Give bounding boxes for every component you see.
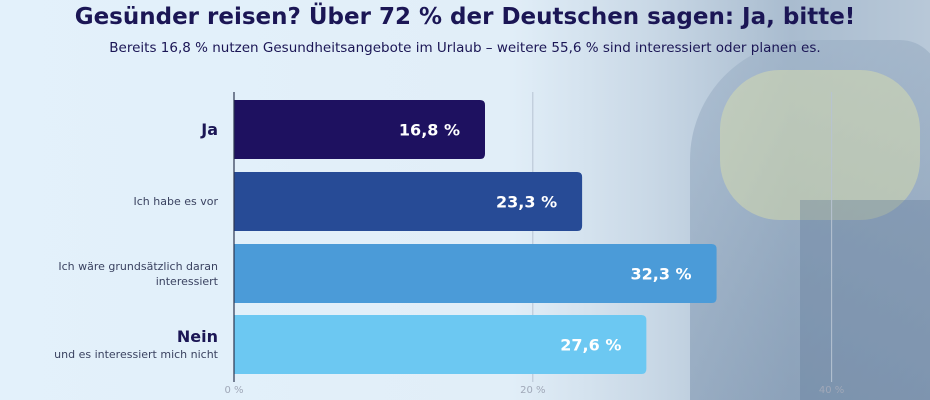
bar (234, 315, 647, 374)
category-sub: und es interessiert mich nicht (54, 348, 218, 361)
bar (234, 172, 583, 231)
category-label: Ich wäre grundsätzlich daran interessier… (48, 259, 218, 289)
chart-title: Gesünder reisen? Über 72 % der Deutschen… (74, 4, 856, 30)
value-label: 23,3 % (496, 193, 557, 212)
background-photo-shadow (800, 200, 930, 400)
bar (234, 100, 485, 159)
tick-label: 0 % (224, 385, 243, 396)
value-label: 16,8 % (399, 121, 460, 140)
category-main: Nein (176, 327, 218, 346)
tick-label: 40 % (819, 385, 844, 396)
background-photo-jacket (720, 70, 920, 220)
category-main: Ja (201, 119, 218, 139)
category-label: Ich habe es vor (134, 194, 218, 209)
value-label: 32,3 % (630, 265, 691, 284)
value-label: 27,6 % (560, 336, 621, 355)
category-label: Nein und es interessiert mich nicht (54, 327, 218, 362)
category-label: Ja (201, 120, 218, 140)
tick-label: 20 % (520, 385, 545, 396)
bar (234, 244, 717, 303)
chart-subtitle: Bereits 16,8 % nutzen Gesundheitsangebot… (109, 40, 821, 56)
category-sub: Ich habe es vor (133, 195, 218, 208)
background-photo (690, 40, 930, 400)
category-sub: Ich wäre grundsätzlich daran interessier… (58, 259, 218, 288)
